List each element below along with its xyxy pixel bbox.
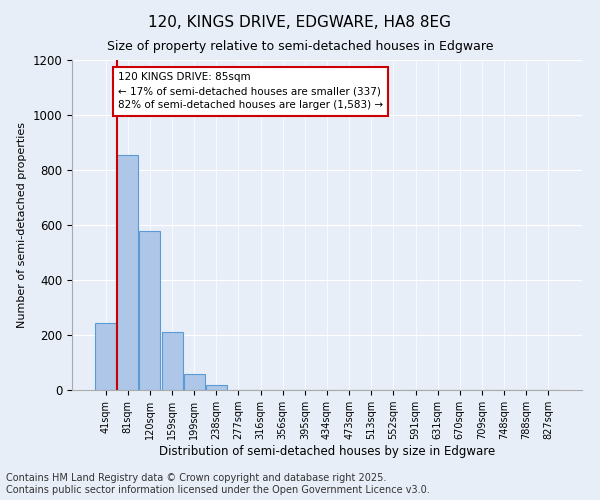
Y-axis label: Number of semi-detached properties: Number of semi-detached properties <box>17 122 27 328</box>
Text: Contains HM Land Registry data © Crown copyright and database right 2025.
Contai: Contains HM Land Registry data © Crown c… <box>6 474 430 495</box>
Text: 120, KINGS DRIVE, EDGWARE, HA8 8EG: 120, KINGS DRIVE, EDGWARE, HA8 8EG <box>149 15 452 30</box>
Text: 120 KINGS DRIVE: 85sqm
← 17% of semi-detached houses are smaller (337)
82% of se: 120 KINGS DRIVE: 85sqm ← 17% of semi-det… <box>118 72 383 110</box>
Bar <box>184 374 205 390</box>
X-axis label: Distribution of semi-detached houses by size in Edgware: Distribution of semi-detached houses by … <box>159 445 495 458</box>
Bar <box>139 230 160 390</box>
Bar <box>206 385 227 390</box>
Bar <box>118 155 139 390</box>
Bar <box>161 332 182 390</box>
Text: Size of property relative to semi-detached houses in Edgware: Size of property relative to semi-detach… <box>107 40 493 53</box>
Bar <box>95 322 116 390</box>
